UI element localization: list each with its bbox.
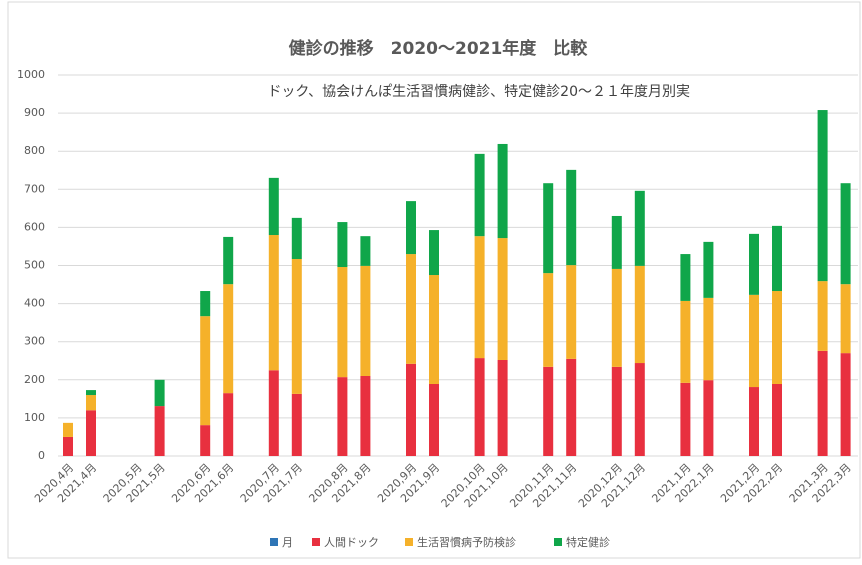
- bar-segment: [406, 254, 416, 364]
- bar-segment: [268, 235, 279, 371]
- y-tick-label: 1000: [17, 68, 45, 81]
- legend-label: 特定健診: [566, 535, 610, 549]
- bar-segment: [429, 383, 439, 456]
- bar-segment: [566, 169, 577, 266]
- bar-segment: [200, 316, 211, 426]
- bar-segment: [406, 363, 416, 456]
- bar-segment: [474, 236, 485, 359]
- bar-segment: [223, 393, 234, 456]
- bar-segment: [429, 230, 439, 276]
- bar-segment: [337, 267, 348, 378]
- legend-label: 月: [282, 536, 293, 549]
- bar-segment: [749, 233, 759, 295]
- bar-segment: [474, 358, 485, 456]
- bar-segment: [406, 201, 416, 255]
- bar-segment: [772, 291, 782, 384]
- bar-segment: [291, 393, 302, 456]
- bar-segment: [268, 370, 279, 456]
- bar-segment: [497, 238, 508, 360]
- bar-segment: [474, 153, 485, 237]
- bar-segment: [749, 387, 759, 456]
- bar-segment: [291, 259, 302, 394]
- legend-label: 人間ドック: [324, 536, 379, 549]
- bar-segment: [634, 265, 645, 364]
- chart-title: 健診の推移 2020～2021年度 比較: [289, 38, 589, 59]
- bar-segment: [543, 183, 554, 274]
- y-tick-label: 0: [38, 449, 45, 462]
- bar-segment: [86, 395, 96, 411]
- bar-segment: [703, 241, 714, 298]
- bar-segment: [63, 436, 73, 456]
- bar-segment: [200, 291, 211, 317]
- bar-segment: [429, 275, 439, 384]
- legend-swatch: [405, 538, 413, 546]
- bar-segment: [817, 350, 828, 456]
- y-tick-label: 400: [24, 297, 45, 310]
- bar-segment: [680, 254, 691, 301]
- y-tick-label: 800: [24, 144, 45, 157]
- bar-segment: [337, 377, 348, 456]
- bar-segment: [566, 265, 577, 359]
- bar-segment: [337, 222, 348, 268]
- bar-segment: [291, 217, 302, 260]
- bar-segment: [86, 390, 96, 396]
- bar-segment: [772, 383, 782, 456]
- y-tick-label: 500: [24, 259, 45, 272]
- chart-subtitle: ドック、協会けんぽ生活習慣病健診、特定健診20～２１年度月別実: [267, 83, 690, 100]
- bar-segment: [497, 359, 508, 456]
- bar-segment: [817, 281, 828, 351]
- bar-segment: [611, 215, 622, 269]
- bar-segment: [360, 265, 371, 376]
- bar-segment: [223, 236, 234, 285]
- legend-swatch: [554, 538, 562, 546]
- legend-swatch: [312, 538, 320, 546]
- bar-segment: [566, 358, 577, 456]
- bar-segment: [154, 406, 165, 456]
- bar-segment: [63, 422, 73, 437]
- bar-segment: [840, 183, 851, 285]
- bar-segment: [497, 143, 508, 239]
- bar-segment: [268, 177, 279, 236]
- legend-swatch: [270, 538, 278, 546]
- bar-segment: [817, 110, 828, 282]
- bar-segment: [772, 225, 782, 292]
- bar-segment: [634, 190, 645, 266]
- bar-segment: [154, 379, 165, 407]
- y-tick-label: 300: [24, 335, 45, 348]
- y-tick-label: 900: [24, 106, 45, 119]
- bar-segment: [840, 284, 851, 354]
- bar-segment: [840, 353, 851, 456]
- y-tick-label: 600: [24, 220, 45, 233]
- bar-segment: [543, 366, 554, 456]
- bar-segment: [223, 284, 234, 394]
- bar-segment: [86, 410, 96, 456]
- bar-segment: [200, 425, 211, 456]
- y-tick-label: 100: [24, 411, 45, 424]
- bar-segment: [611, 366, 622, 456]
- bar-segment: [703, 297, 714, 381]
- bar-segment: [749, 294, 759, 388]
- bar-segment: [680, 300, 691, 383]
- legend-label: 生活習慣病予防検診: [417, 535, 516, 549]
- bar-segment: [360, 375, 371, 456]
- bar-segment: [360, 236, 371, 266]
- bar-segment: [680, 382, 691, 456]
- bar-segment: [703, 380, 714, 456]
- y-tick-label: 700: [24, 182, 45, 195]
- y-tick-label: 200: [24, 373, 45, 386]
- bar-segment: [611, 268, 622, 367]
- bar-segment: [634, 363, 645, 456]
- bar-segment: [543, 273, 554, 367]
